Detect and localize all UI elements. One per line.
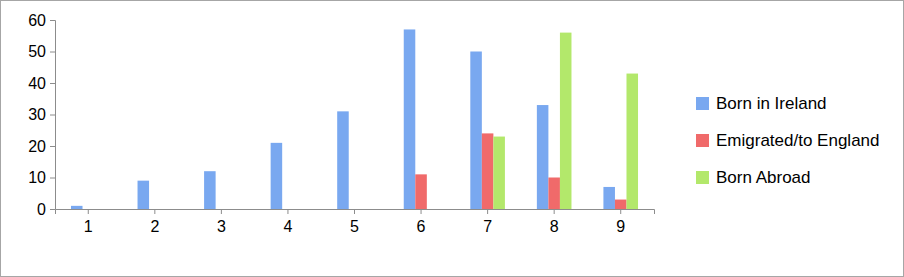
x-tick-label: 7 — [483, 218, 492, 235]
x-tick-mark — [421, 209, 422, 214]
x-tick: 9 — [616, 209, 625, 235]
y-tick-mark — [50, 20, 55, 21]
bar — [138, 181, 150, 209]
bar — [626, 74, 638, 209]
x-tick-mark — [620, 209, 621, 214]
x-tick-mark — [88, 209, 89, 214]
x-tick-label: 3 — [217, 218, 226, 235]
bar — [204, 171, 216, 209]
bar — [271, 143, 283, 209]
bar — [493, 137, 505, 209]
x-tick-label: 9 — [616, 218, 625, 235]
x-tick: 6 — [417, 209, 426, 235]
bar — [537, 105, 549, 209]
x-axis-line — [56, 210, 655, 215]
legend-item: Emigrated/to England — [696, 131, 880, 150]
y-axis: 0 10 20 30 40 50 60 — [28, 12, 55, 218]
bar — [603, 187, 615, 209]
bar — [482, 133, 494, 209]
legend-swatch — [696, 171, 709, 184]
y-tick-label: 50 — [28, 43, 46, 60]
legend-item: Born Abroad — [696, 168, 811, 187]
legend-swatch — [696, 134, 709, 147]
y-tick: 0 — [37, 201, 55, 218]
bar — [548, 178, 560, 210]
y-tick-mark — [50, 115, 55, 116]
y-tick: 50 — [28, 43, 55, 60]
y-tick-label: 20 — [28, 138, 46, 155]
y-axis-line — [50, 21, 56, 210]
x-tick-mark — [221, 209, 222, 214]
x-tick: 5 — [350, 209, 359, 235]
bars — [71, 29, 638, 209]
legend-item: Born in Ireland — [696, 94, 827, 113]
y-tick-mark — [50, 209, 55, 210]
x-tick-mark — [554, 209, 555, 214]
bar — [337, 111, 349, 209]
x-tick: 4 — [283, 209, 292, 235]
bar — [415, 174, 427, 209]
y-tick-label: 0 — [37, 201, 46, 218]
y-tick: 10 — [28, 169, 55, 186]
x-tick-mark — [287, 209, 288, 214]
y-tick-label: 60 — [28, 12, 46, 29]
y-tick-label: 40 — [28, 75, 46, 92]
x-tick: 1 — [84, 209, 93, 235]
x-tick-label: 6 — [417, 218, 426, 235]
legend-label: Emigrated/to England — [716, 131, 880, 150]
legend-label: Born Abroad — [716, 168, 811, 187]
y-tick: 20 — [28, 138, 55, 155]
y-tick: 60 — [28, 12, 55, 29]
x-tick-label: 8 — [550, 218, 559, 235]
y-tick: 30 — [28, 106, 55, 123]
bar — [470, 52, 482, 210]
x-axis: 1 2 3 4 5 6 7 8 9 — [56, 209, 655, 235]
chart-frame — [1, 1, 904, 277]
x-tick-label: 4 — [283, 218, 292, 235]
x-tick: 8 — [550, 209, 559, 235]
chart: 0 10 20 30 40 50 60 1 2 3 4 5 6 7 8 9 Born in Ireland Emi… — [0, 0, 904, 277]
bar — [615, 200, 627, 209]
y-tick-label: 30 — [28, 106, 46, 123]
x-tick: 2 — [150, 209, 159, 235]
bar — [560, 33, 572, 209]
x-tick: 3 — [217, 209, 226, 235]
legend: Born in Ireland Emigrated/to England Born … — [696, 94, 880, 187]
bar — [404, 29, 416, 209]
bar — [71, 206, 83, 209]
x-tick-mark — [487, 209, 488, 214]
x-tick-mark — [154, 209, 155, 214]
y-tick: 40 — [28, 75, 55, 92]
legend-swatch — [696, 97, 709, 110]
plot: 0 10 20 30 40 50 60 1 2 3 4 5 6 7 8 9 — [28, 12, 654, 236]
legend-label: Born in Ireland — [716, 94, 827, 113]
y-tick-label: 10 — [28, 169, 46, 186]
x-tick-label: 2 — [150, 218, 159, 235]
y-tick-mark — [50, 146, 55, 147]
x-tick-label: 1 — [84, 218, 93, 235]
y-tick-mark — [50, 83, 55, 84]
y-tick-mark — [50, 178, 55, 179]
y-tick-mark — [50, 52, 55, 53]
x-tick: 7 — [483, 209, 492, 235]
x-tick-label: 5 — [350, 218, 359, 235]
x-tick-mark — [354, 209, 355, 214]
